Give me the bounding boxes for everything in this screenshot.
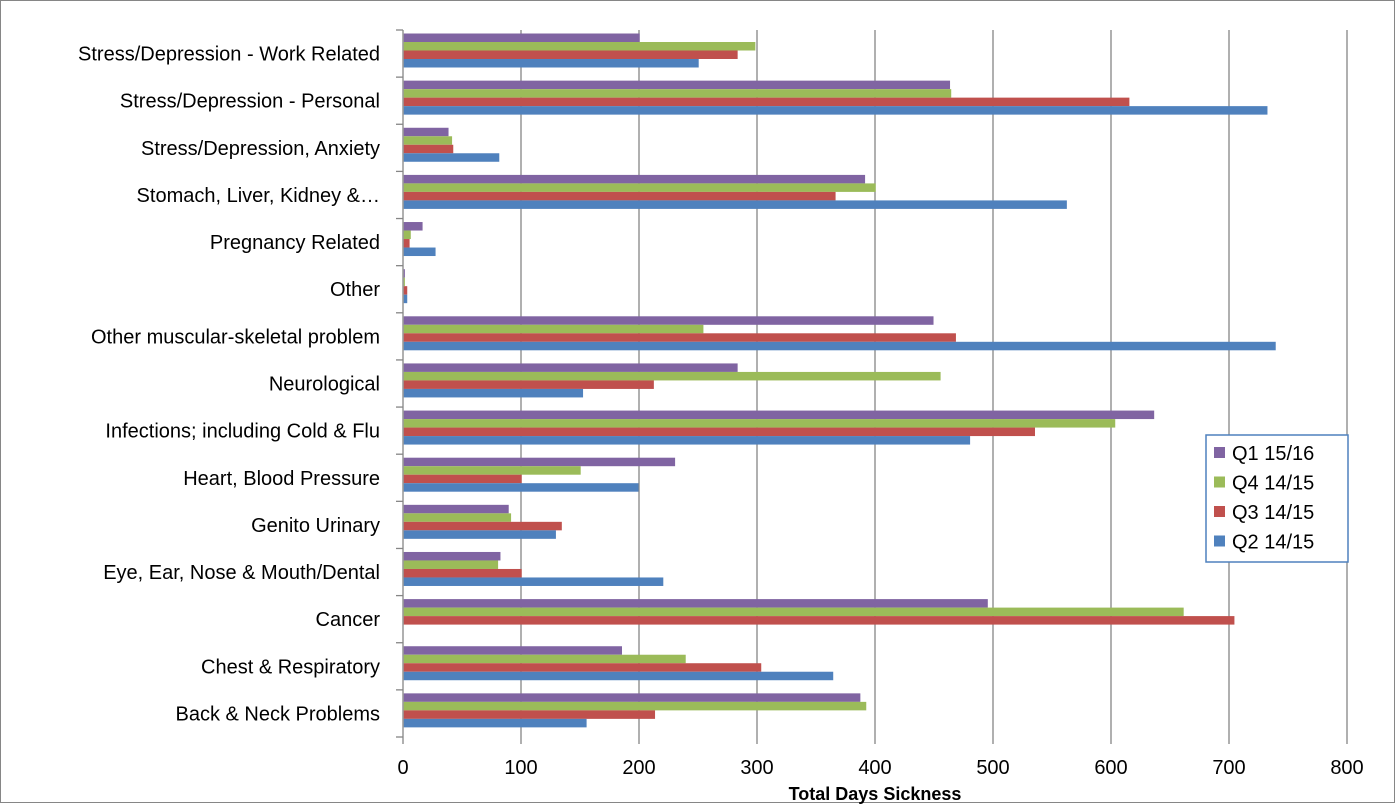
bar	[403, 230, 411, 240]
bar	[403, 341, 1276, 351]
bar	[403, 551, 501, 561]
bar	[403, 333, 956, 342]
category-label: Pregnancy Related	[210, 232, 380, 254]
bar	[403, 718, 587, 728]
bar	[403, 239, 410, 248]
bars	[403, 33, 1276, 728]
x-tick-label: 600	[1094, 757, 1127, 779]
bar	[403, 80, 951, 90]
category-label: Other muscular-skeletal problem	[91, 326, 380, 348]
bar	[403, 42, 756, 51]
category-label: Other	[330, 279, 380, 301]
bar	[403, 380, 654, 389]
bar	[403, 483, 639, 492]
bar	[403, 33, 640, 42]
bar	[403, 277, 405, 287]
bar	[403, 247, 436, 257]
bar	[403, 513, 512, 522]
bar	[403, 59, 699, 68]
bar	[403, 560, 499, 569]
category-label: Heart, Blood Pressure	[183, 468, 380, 490]
bar	[403, 436, 971, 445]
category-label: Infections; including Cold & Flu	[105, 421, 380, 443]
bar	[403, 663, 762, 672]
bar	[403, 701, 867, 711]
bar	[403, 371, 941, 381]
x-tick-label: 800	[1330, 757, 1363, 779]
bar	[403, 457, 676, 467]
bar	[403, 530, 556, 539]
bar	[403, 89, 952, 98]
bar	[403, 466, 581, 475]
x-axis-title: Total Days Sickness	[789, 784, 962, 804]
bar	[403, 671, 834, 681]
bar	[403, 106, 1268, 115]
category-label: Stomach, Liver, Kidney &…	[137, 185, 380, 207]
bar	[403, 616, 1235, 625]
axes	[396, 29, 1348, 744]
bar	[403, 127, 449, 137]
category-label: Neurological	[269, 374, 380, 396]
bar	[403, 363, 738, 372]
bar	[403, 191, 836, 201]
bar	[403, 568, 522, 578]
bar	[403, 504, 509, 514]
bar	[403, 286, 408, 295]
category-label: Chest & Respiratory	[201, 656, 380, 678]
bar	[403, 316, 934, 325]
bar	[403, 693, 861, 702]
category-label: Stress/Depression - Work Related	[78, 44, 380, 66]
bar	[403, 419, 1116, 428]
legend-label: Q4 14/15	[1232, 473, 1314, 495]
legend: Q1 15/16 Q4 14/15 Q3 14/15 Q2 14/15	[1205, 434, 1349, 563]
bar	[403, 427, 1035, 437]
bar	[403, 222, 423, 231]
legend-label: Q2 14/15	[1232, 532, 1314, 554]
x-tick-label: 300	[740, 757, 773, 779]
bar	[403, 200, 1067, 209]
bar	[403, 646, 622, 655]
bar	[403, 710, 656, 719]
bar	[403, 97, 1130, 107]
labels: 0 100 200 300 400 500 600 700 800 Stress/Depressi…	[78, 44, 1364, 779]
x-tick-label: 400	[858, 757, 891, 779]
x-tick-label: 100	[504, 757, 537, 779]
legend-swatch	[1214, 447, 1225, 458]
x-tick-label: 200	[622, 757, 655, 779]
category-label: Stress/Depression, Anxiety	[141, 138, 380, 160]
category-label: Genito Urinary	[251, 515, 380, 537]
bar	[403, 521, 562, 531]
bar	[403, 136, 453, 145]
bar	[403, 388, 584, 398]
category-label: Cancer	[316, 609, 381, 631]
x-tick-label: 500	[976, 757, 1009, 779]
legend-box	[1205, 434, 1349, 563]
bar	[403, 577, 664, 586]
bar	[403, 144, 454, 154]
category-label: Stress/Depression - Personal	[120, 91, 380, 113]
bar	[403, 174, 866, 184]
bar	[403, 599, 988, 608]
bar	[403, 654, 686, 664]
bar	[403, 183, 876, 192]
legend-swatch	[1214, 506, 1225, 517]
bar	[403, 269, 405, 278]
bar	[403, 607, 1184, 617]
legend-label: Q1 15/16	[1232, 443, 1314, 465]
legend-label: Q3 14/15	[1232, 502, 1314, 524]
legend-swatch	[1214, 476, 1225, 488]
bar	[403, 153, 500, 162]
x-tick-label: 0	[397, 757, 408, 779]
bar	[403, 324, 704, 334]
bar	[403, 294, 408, 304]
bar	[403, 50, 738, 59]
legend-swatch	[1214, 535, 1225, 547]
category-label: Eye, Ear, Nose & Mouth/Dental	[103, 562, 380, 584]
bar	[403, 474, 522, 484]
x-tick-label: 700	[1212, 757, 1245, 779]
category-label: Back & Neck Problems	[175, 703, 380, 725]
bar	[403, 410, 1155, 420]
